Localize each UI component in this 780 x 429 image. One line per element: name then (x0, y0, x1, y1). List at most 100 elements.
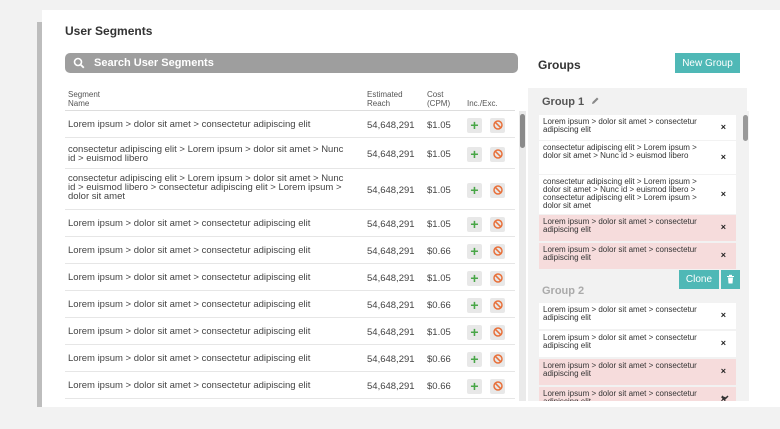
table-row: Lorem ipsum > dolor sit amet > consectet… (65, 237, 515, 264)
exclude-button[interactable] (490, 351, 505, 367)
estimated-reach: 54,648,291 (367, 326, 415, 338)
estimated-reach: 54,648,291 (367, 272, 415, 284)
chevron-down-icon[interactable] (721, 394, 729, 403)
segment-name: Lorem ipsum > dolor sit amet > consectet… (68, 326, 311, 337)
search-input[interactable] (94, 57, 494, 69)
plus-icon: + (470, 269, 479, 286)
exclude-button[interactable] (490, 117, 505, 133)
group-item: Lorem ipsum > dolor sit amet > consectet… (539, 387, 736, 401)
include-button[interactable]: + (467, 351, 482, 367)
segment-name: Lorem ipsum > dolor sit amet > consectet… (68, 218, 311, 229)
include-button[interactable]: + (467, 215, 482, 232)
include-button[interactable]: + (467, 181, 482, 198)
remove-icon[interactable]: × (720, 310, 726, 320)
group-item: Lorem ipsum > dolor sit amet > consectet… (539, 243, 736, 269)
include-button[interactable]: + (467, 117, 482, 133)
groups-scrollbar[interactable] (741, 111, 749, 401)
exclude-button[interactable] (490, 297, 505, 313)
trash-icon (726, 271, 735, 289)
plus-icon: + (470, 296, 479, 313)
clone-button[interactable]: Clone (679, 270, 719, 289)
exclude-button[interactable] (490, 378, 505, 394)
exclude-button[interactable] (490, 270, 505, 286)
block-icon (492, 148, 503, 162)
group-item-label: Lorem ipsum > dolor sit amet > consectet… (543, 361, 697, 378)
cost-cpm: $1.05 (427, 184, 451, 196)
groups-panel: Group 1 Lorem ipsum > dolor sit amet > c… (528, 88, 747, 401)
edit-icon[interactable] (591, 96, 600, 108)
segment-table: Lorem ipsum > dolor sit amet > consectet… (65, 111, 515, 401)
table-header: Segment Name Estimated Reach Cost (CPM) … (65, 88, 515, 111)
estimated-reach: 54,648,291 (367, 245, 415, 257)
plus-icon: + (470, 181, 479, 198)
plus-icon: + (470, 215, 479, 232)
header-segment-name: Segment Name (68, 90, 101, 108)
estimated-reach: 54,648,291 (367, 119, 415, 131)
block-icon (492, 380, 503, 394)
include-button[interactable]: + (467, 242, 482, 259)
segment-name: consectetur adipiscing elit > Lorem ipsu… (68, 173, 344, 202)
cost-cpm: $1.05 (427, 326, 451, 338)
group-item-label: Lorem ipsum > dolor sit amet > consectet… (543, 333, 697, 350)
group-item: Lorem ipsum > dolor sit amet > consectet… (539, 215, 736, 241)
include-button[interactable]: + (467, 269, 482, 286)
estimated-reach: 54,648,291 (367, 218, 415, 230)
remove-icon[interactable]: × (720, 188, 726, 199)
block-icon (492, 218, 503, 232)
plus-icon: + (470, 323, 479, 340)
new-group-button[interactable]: New Group (675, 53, 740, 73)
group-item-label: Lorem ipsum > dolor sit amet > consectet… (543, 117, 697, 134)
table-row: consectetur adipiscing elit > Lorem ipsu… (65, 138, 515, 169)
exclude-button[interactable] (490, 146, 505, 162)
exclude-button[interactable] (490, 182, 505, 198)
table-row: Lorem ipsum > dolor sit amet > consectet… (65, 291, 515, 318)
header-inc-exc: Inc./Exc. (467, 99, 498, 108)
exclude-button[interactable] (490, 324, 505, 340)
include-button[interactable]: + (467, 145, 482, 162)
plus-icon: + (470, 242, 479, 259)
cost-cpm: $0.66 (427, 380, 451, 392)
exclude-button[interactable] (490, 243, 505, 259)
exclude-button[interactable] (490, 216, 505, 232)
include-button[interactable]: + (467, 296, 482, 313)
block-icon (492, 245, 503, 259)
block-icon (492, 272, 503, 286)
remove-icon[interactable]: × (720, 366, 726, 376)
search-icon (73, 57, 85, 69)
groups-scroll-thumb[interactable] (743, 115, 748, 141)
remove-icon[interactable]: × (720, 151, 726, 162)
table-scrollbar[interactable] (519, 111, 526, 401)
cost-cpm: $1.05 (427, 272, 451, 284)
groups-title: Groups (538, 58, 581, 72)
cost-cpm: $0.66 (427, 299, 451, 311)
remove-icon[interactable]: × (720, 121, 726, 132)
table-row: Lorem ipsum > dolor sit amet > consectet… (65, 111, 515, 138)
block-icon (492, 184, 503, 198)
remove-icon[interactable]: × (720, 338, 726, 348)
group-item: consectetur adipiscing elit > Lorem ipsu… (539, 141, 736, 174)
include-button[interactable]: + (467, 378, 482, 394)
header-cost-cpm: Cost (CPM) (427, 90, 451, 108)
group-item: Lorem ipsum > dolor sit amet > consectet… (539, 115, 736, 140)
remove-icon[interactable]: × (720, 250, 726, 260)
block-icon (492, 353, 503, 367)
group-item: Lorem ipsum > dolor sit amet > consectet… (539, 331, 736, 357)
table-row: consectetur adipiscing elit > Lorem ipsu… (65, 169, 515, 210)
estimated-reach: 54,648,291 (367, 299, 415, 311)
include-button[interactable]: + (467, 323, 482, 340)
delete-group-button[interactable] (721, 270, 740, 289)
group-1-title: Group 1 (542, 96, 600, 108)
table-row: Lorem ipsum > dolor sit amet > consectet… (65, 210, 515, 237)
group-item: consectetur adipiscing elit > Lorem ipsu… (539, 175, 736, 214)
search-bar[interactable] (65, 53, 518, 73)
table-scroll-thumb[interactable] (520, 114, 525, 148)
group-2-name: Group 2 (542, 285, 585, 297)
table-row: Lorem ipsum > dolor sit amet > consectet… (65, 372, 515, 399)
block-icon (492, 299, 503, 313)
group-item-label: Lorem ipsum > dolor sit amet > consectet… (543, 245, 697, 262)
table-row: Lorem ipsum > dolor sit amet > consectet… (65, 318, 515, 345)
plus-icon: + (470, 145, 479, 162)
remove-icon[interactable]: × (720, 222, 726, 232)
estimated-reach: 54,648,291 (367, 184, 415, 196)
segment-name: Lorem ipsum > dolor sit amet > consectet… (68, 119, 311, 130)
